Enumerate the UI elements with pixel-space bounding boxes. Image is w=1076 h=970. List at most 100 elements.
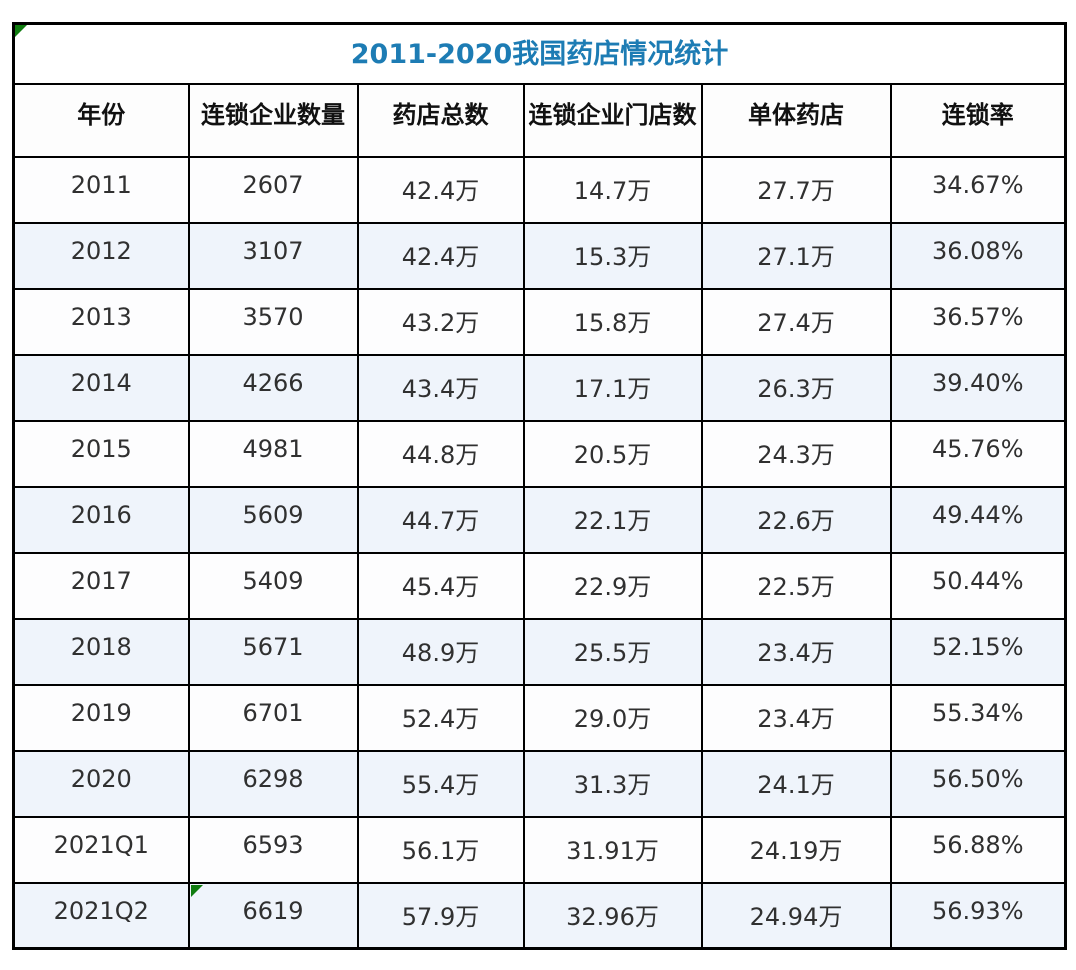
cell-value: 29.0万	[573, 704, 652, 733]
table-row-2012: 2012 3107 42.4万 15.3万 27.1万 36.08%	[12, 221, 1067, 290]
column-header-5: 连锁率	[889, 82, 1067, 158]
table-row-2011: 2011 2607 42.4万 14.7万 27.7万 34.67%	[12, 155, 1067, 224]
cell-value: 24.3万	[757, 440, 835, 469]
column-header-0: 年份	[12, 82, 190, 158]
cell-value: 48.9万	[401, 638, 480, 667]
value-cell: 31.3万	[522, 749, 703, 818]
table-row-2021Q1: 2021Q1 6593 56.1万 31.91万 24.19万 56.88%	[12, 815, 1067, 884]
cell-value: 2019	[70, 698, 132, 727]
cell-value: 42.4万	[401, 176, 480, 205]
cell-value: 2020	[70, 764, 132, 793]
year-cell: 2011	[12, 155, 190, 224]
title-row: 2011-2020我国药店情况统计	[12, 22, 1067, 85]
year-cell: 2020	[12, 749, 190, 818]
table-row-2015: 2015 4981 44.8万 20.5万 24.3万 45.76%	[12, 419, 1067, 488]
cell-value: 36.57%	[931, 302, 1024, 331]
year-cell: 2021Q2	[12, 881, 190, 950]
value-cell: 56.1万	[356, 815, 525, 884]
cell-value: 44.8万	[401, 440, 480, 469]
value-cell: 27.7万	[700, 155, 892, 224]
value-cell: 6298	[187, 749, 359, 818]
table-row-2014: 2014 4266 43.4万 17.1万 26.3万 39.40%	[12, 353, 1067, 422]
value-cell: 29.0万	[522, 683, 703, 752]
value-cell: 57.9万	[356, 881, 525, 950]
year-cell: 2016	[12, 485, 190, 554]
table-row-2019: 2019 6701 52.4万 29.0万 23.4万 55.34%	[12, 683, 1067, 752]
cell-value: 43.4万	[401, 374, 480, 403]
cell-value: 23.4万	[757, 638, 835, 667]
value-cell: 56.50%	[889, 749, 1067, 818]
table-container: 2011-2020我国药店情况统计 年份 连锁企业数量 药店总数 连锁企业门店数 单体药…	[12, 22, 1067, 950]
value-cell: 48.9万	[356, 617, 525, 686]
value-cell: 56.93%	[889, 881, 1067, 950]
cell-value: 20.5万	[573, 440, 652, 469]
page-title: 2011-2020我国药店情况统计	[12, 22, 1067, 85]
cell-value: 4981	[242, 434, 304, 463]
year-cell: 2013	[12, 287, 190, 356]
cell-value: 5609	[242, 500, 304, 529]
cell-value: 55.4万	[401, 770, 480, 799]
cell-value: 4266	[242, 368, 304, 397]
value-cell: 3570	[187, 287, 359, 356]
value-cell: 36.57%	[889, 287, 1067, 356]
cell-value: 57.9万	[401, 902, 480, 931]
value-cell: 6701	[187, 683, 359, 752]
cell-value: 2018	[70, 632, 132, 661]
value-cell: 56.88%	[889, 815, 1067, 884]
cell-value: 6593	[242, 830, 304, 859]
cell-value: 3570	[242, 302, 304, 331]
value-cell: 45.76%	[889, 419, 1067, 488]
cell-value: 15.3万	[573, 242, 652, 271]
value-cell: 24.1万	[700, 749, 892, 818]
cell-value: 14.7万	[573, 176, 652, 205]
column-header-2: 药店总数	[356, 82, 525, 158]
cell-value: 5409	[242, 566, 304, 595]
cell-value: 43.2万	[401, 308, 480, 337]
value-cell: 24.19万	[700, 815, 892, 884]
cell-value: 31.91万	[566, 836, 659, 865]
cell-value: 2015	[70, 434, 132, 463]
year-cell: 2012	[12, 221, 190, 290]
value-cell: 23.4万	[700, 617, 892, 686]
column-header-label: 连锁率	[941, 100, 1014, 129]
cell-value: 6619	[242, 896, 304, 925]
header-row: 年份 连锁企业数量 药店总数 连锁企业门店数 单体药店 连锁率	[12, 82, 1067, 158]
year-cell: 2015	[12, 419, 190, 488]
value-cell: 45.4万	[356, 551, 525, 620]
cell-value: 2014	[70, 368, 132, 397]
table-row-2017: 2017 5409 45.4万 22.9万 22.5万 50.44%	[12, 551, 1067, 620]
column-header-1: 连锁企业数量	[187, 82, 359, 158]
cell-value: 52.15%	[931, 632, 1024, 661]
cell-value: 56.88%	[931, 830, 1024, 859]
table-row-2021Q2: 2021Q2 6619 57.9万 32.96万 24.94万 56.93%	[12, 881, 1067, 950]
value-cell: 31.91万	[522, 815, 703, 884]
value-cell: 22.6万	[700, 485, 892, 554]
value-cell: 4981	[187, 419, 359, 488]
year-cell: 2017	[12, 551, 190, 620]
cell-value: 32.96万	[566, 902, 659, 931]
value-cell: 5609	[187, 485, 359, 554]
value-cell: 6593	[187, 815, 359, 884]
cell-value: 2017	[70, 566, 132, 595]
year-cell: 2014	[12, 353, 190, 422]
cell-value: 27.4万	[757, 308, 835, 337]
cell-value: 22.6万	[757, 506, 835, 535]
cell-value: 39.40%	[931, 368, 1024, 397]
value-cell: 50.44%	[889, 551, 1067, 620]
cell-value: 31.3万	[573, 770, 652, 799]
cell-value: 56.93%	[931, 896, 1024, 925]
cell-value: 24.19万	[749, 836, 843, 865]
value-cell: 17.1万	[522, 353, 703, 422]
value-cell: 5409	[187, 551, 359, 620]
cell-value: 2012	[70, 236, 132, 265]
year-cell: 2021Q1	[12, 815, 190, 884]
cell-flag-icon	[190, 884, 203, 897]
value-cell: 15.8万	[522, 287, 703, 356]
cell-value: 52.4万	[401, 704, 480, 733]
cell-value: 42.4万	[401, 242, 480, 271]
value-cell: 2607	[187, 155, 359, 224]
cell-value: 6701	[242, 698, 304, 727]
cell-value: 24.1万	[757, 770, 835, 799]
cell-value: 45.4万	[401, 572, 480, 601]
cell-value: 27.7万	[757, 176, 835, 205]
